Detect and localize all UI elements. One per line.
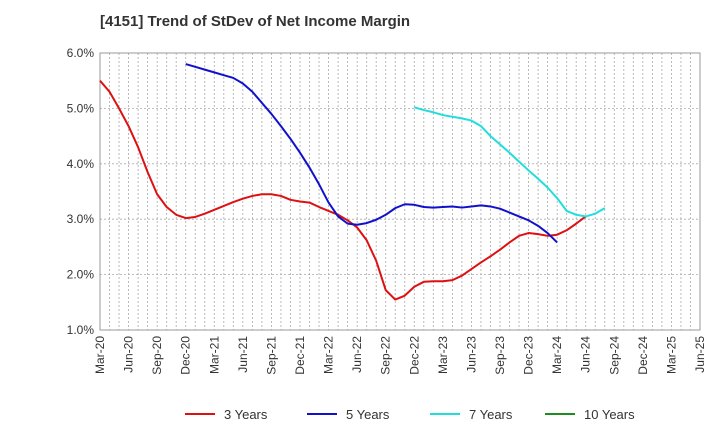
x-tick-label: Mar-23 (436, 336, 450, 374)
x-tick-label: Mar-24 (550, 336, 564, 374)
chart-title: [4151] Trend of StDev of Net Income Marg… (100, 13, 410, 30)
x-tick-label: Sep-23 (493, 336, 507, 375)
legend-label: 3 Years (224, 407, 268, 422)
x-axis: Mar-20 Jun-20 Sep-20 Dec-20 Mar-21 Jun-21 Sep-… (93, 336, 707, 375)
x-tick-label: Mar-22 (322, 336, 336, 374)
y-axis: 6.0% 5.0% 4.0% 3.0% 2.0% 1.0% (67, 46, 95, 337)
legend-label: 7 Years (469, 407, 513, 422)
y-tick-label: 1.0% (67, 323, 95, 337)
x-tick-label: Sep-22 (379, 336, 393, 375)
x-tick-label: Sep-20 (150, 336, 164, 375)
x-tick-label: Mar-21 (207, 336, 221, 374)
x-tick-label: Jun-24 (579, 336, 593, 373)
y-tick-label: 3.0% (67, 212, 95, 226)
x-tick-label: Dec-21 (293, 336, 307, 375)
legend-label: 10 Years (584, 407, 635, 422)
x-tick-label: Dec-24 (636, 336, 650, 375)
x-tick-label: Jun-23 (464, 336, 478, 373)
legend: 3 Years 5 Years 7 Years 10 Years (185, 407, 635, 422)
plot-area (99, 52, 701, 331)
x-tick-label: Dec-22 (407, 336, 421, 375)
series-line-3-years (99, 80, 587, 301)
y-tick-label: 6.0% (67, 46, 95, 60)
y-tick-label: 4.0% (67, 157, 95, 171)
legend-label: 5 Years (346, 407, 390, 422)
x-tick-label: Jun-22 (350, 336, 364, 373)
series-group (99, 63, 606, 301)
x-tick-label: Sep-21 (264, 336, 278, 375)
x-tick-label: Jun-21 (236, 336, 250, 373)
grid (100, 53, 700, 330)
series-line-7-years (414, 106, 606, 218)
x-tick-label: Jun-20 (122, 336, 136, 373)
series-line-5-years (185, 63, 558, 244)
x-tick-label: Dec-20 (179, 336, 193, 375)
y-tick-label: 2.0% (67, 268, 95, 282)
x-tick-label: Dec-23 (522, 336, 536, 375)
x-tick-label: Mar-20 (93, 336, 107, 374)
x-tick-label: Mar-25 (664, 336, 678, 374)
x-tick-label: Sep-24 (607, 336, 621, 375)
y-tick-label: 5.0% (67, 101, 95, 115)
x-tick-label: Jun-25 (693, 336, 707, 373)
